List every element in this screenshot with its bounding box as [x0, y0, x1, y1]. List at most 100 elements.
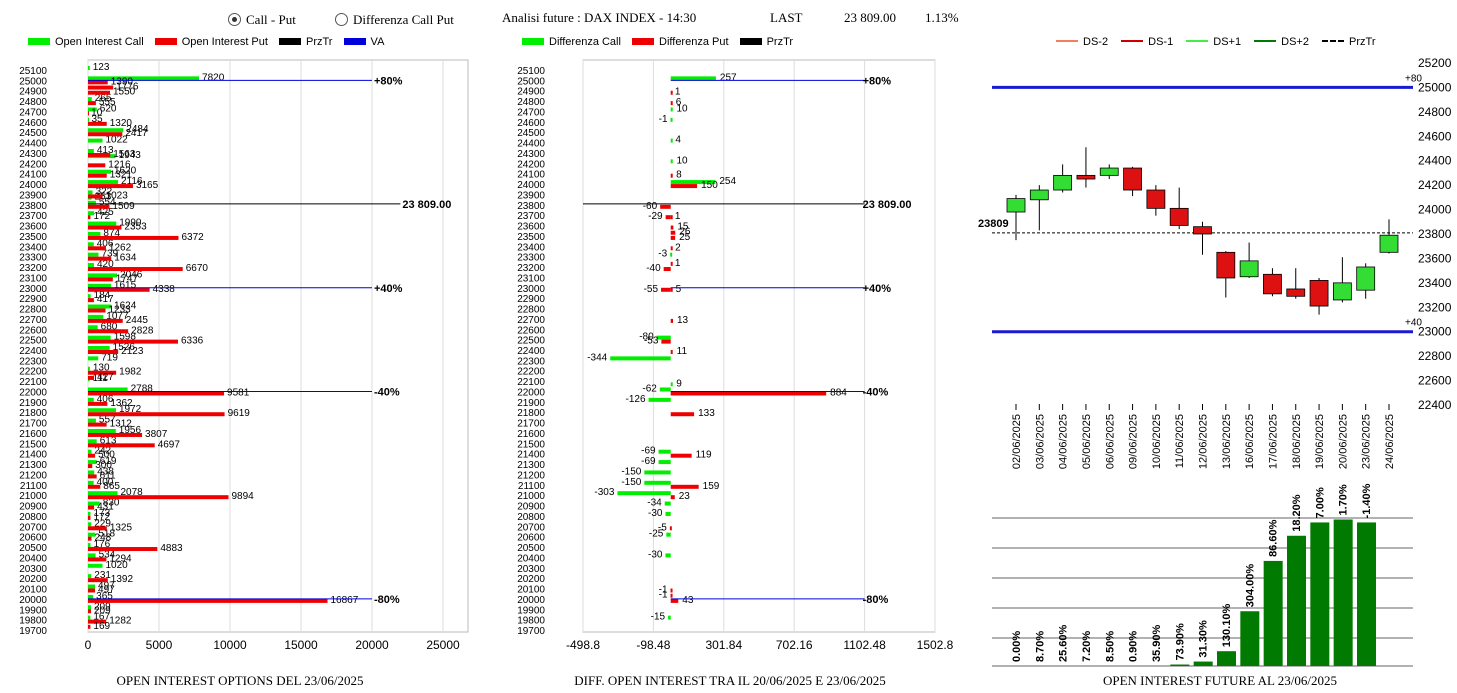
panel1-bar — [88, 511, 91, 516]
panel1-bar — [88, 190, 93, 195]
panel2-bar-label: 4 — [675, 135, 681, 146]
mode-diff-label: Differenza Call Put — [353, 12, 454, 27]
panel1-bar-label: 1972 — [119, 404, 142, 415]
panel1-bar-label: 425 — [97, 207, 114, 218]
panel1-bar — [88, 624, 91, 629]
panel2-bar-label: 11 — [677, 346, 688, 357]
panel2-strike-label: 22300 — [517, 356, 545, 367]
panel1-bar-label: 1390 — [111, 76, 134, 87]
panel1-bar-label: 1216 — [108, 159, 131, 170]
panel3-oi-label: 18.20% — [1291, 494, 1303, 532]
panel2-bar — [617, 491, 671, 496]
panel1-strike-label: 22900 — [19, 294, 47, 305]
panel1-bar — [88, 132, 123, 137]
panel1-bar — [88, 439, 97, 444]
panel2-ref-label: 23 809.00 — [863, 199, 912, 211]
panel1-bar — [88, 121, 107, 126]
panel3-date-label: 12/06/2025 — [1198, 414, 1210, 469]
panel3-candle-body — [1332, 282, 1352, 301]
panel3-oi-label: 304.00% — [1244, 564, 1256, 608]
panel1-bar — [88, 464, 93, 469]
panel3-candle-body — [1263, 273, 1282, 295]
panel1-bar-label: 830 — [103, 498, 120, 509]
panel2-bar — [670, 453, 692, 458]
panel1-bar-label: 2078 — [121, 487, 144, 498]
panel1-strike-label: 20400 — [19, 553, 47, 564]
panel2-strike-label: 23900 — [517, 190, 545, 201]
panel1-bar-label: 172 — [93, 512, 110, 523]
panel2-bar — [661, 287, 671, 292]
panel1-bar-label: 229 — [94, 518, 111, 529]
panel1-bar-label: 123 — [93, 62, 110, 73]
panel3-date-label: 06/06/2025 — [1104, 414, 1116, 469]
panel3-candle-body — [1053, 174, 1073, 191]
panel3-oi-label: 8.50% — [1104, 631, 1116, 662]
mode-call-put-radio[interactable]: Call - Put — [228, 12, 296, 28]
panel1-bar-label: 130 — [93, 363, 110, 374]
panel1-strike-label: 20600 — [19, 533, 47, 544]
panel1-bar — [88, 594, 94, 599]
panel1-bar-label: 1321 — [110, 170, 133, 181]
panel3-oi-bar — [1193, 661, 1213, 666]
panel2-bar — [656, 335, 671, 340]
panel1-bar-label: 719 — [101, 352, 118, 363]
panel2-ref-label: -80% — [863, 594, 889, 606]
panel2-x-tick-label: -498.8 — [566, 638, 600, 652]
panel1-bar — [88, 80, 108, 85]
panel1-bar — [88, 584, 96, 589]
panel2-strike-label: 23600 — [517, 222, 545, 233]
panel2-strike-label: 22600 — [517, 325, 545, 336]
legend-label: DS-2 — [1083, 36, 1109, 48]
panel3-candle-body — [1286, 288, 1306, 297]
mode-diff-radio[interactable]: Differenza Call Put — [335, 12, 454, 28]
panel1-bar-label: 413 — [97, 145, 114, 156]
panel2-bar-label: 254 — [719, 176, 736, 187]
panel2-strike-label: 20700 — [517, 522, 545, 533]
panel1-ref-label: -80% — [374, 594, 400, 606]
panel1-bar-label: 619 — [100, 456, 117, 467]
panel3-oi-label: 31.30% — [1198, 620, 1210, 658]
panel3-y-tick-label: 23200 — [1418, 300, 1452, 314]
panel1-bar — [88, 553, 96, 558]
legend-label: Differenza Call — [549, 36, 621, 48]
panel1-bar-label: 1020 — [105, 560, 128, 571]
panel1-bar — [88, 325, 98, 330]
panel2-bar — [670, 495, 675, 500]
panel1-bar-label: 427 — [97, 372, 114, 383]
panel2-strike-label: 25100 — [517, 66, 545, 77]
panel2-bar-label: -1 — [659, 585, 668, 596]
panel3-oi-bar — [1263, 560, 1283, 666]
panel2-bar — [668, 615, 671, 620]
panel2-strike-label: 21700 — [517, 419, 545, 430]
panel1-bar-label: 406 — [97, 238, 114, 249]
panel1-strike-label: 23100 — [19, 273, 47, 284]
panel3-candle-body — [1029, 189, 1049, 201]
panel1-strike-label: 22500 — [19, 336, 47, 347]
panel1-bar — [88, 470, 95, 475]
panel1-bar-label: 322 — [96, 186, 113, 197]
panel2-bar — [658, 449, 671, 454]
panel1-bar-label: 300 — [95, 460, 112, 471]
panel2-strike-label: 24100 — [517, 170, 545, 181]
panel1-bar — [88, 563, 103, 568]
panel2-strike-label: 21900 — [517, 398, 545, 409]
panel1-bar-label: 176 — [93, 539, 110, 550]
panel1-bar — [88, 350, 119, 354]
panel3-candle-body — [1169, 207, 1189, 226]
panel1-x-tick-label: 15000 — [284, 638, 318, 652]
panel3-date-label: 16/06/2025 — [1244, 414, 1256, 469]
panel3-date-label: 17/06/2025 — [1267, 414, 1279, 469]
panel1-bar-label: 420 — [97, 259, 114, 270]
panel3-candle-body — [1006, 198, 1026, 213]
panel2-bar-label: 1 — [675, 211, 681, 222]
panel1-bar-label: 209 — [94, 601, 111, 612]
panel1-strike-label: 20500 — [19, 543, 47, 554]
panel2-bar — [659, 387, 671, 392]
panel1-bar — [88, 505, 95, 510]
panel3-oi-bar — [1287, 535, 1306, 666]
panel1-strike-label: 23000 — [19, 284, 47, 295]
panel1-bar-label: 554 — [99, 197, 116, 208]
panel1-bar-label: 1550 — [113, 87, 136, 98]
panel2-bar-label: 9 — [676, 378, 682, 389]
panel1-bar-label: 739 — [101, 249, 118, 260]
